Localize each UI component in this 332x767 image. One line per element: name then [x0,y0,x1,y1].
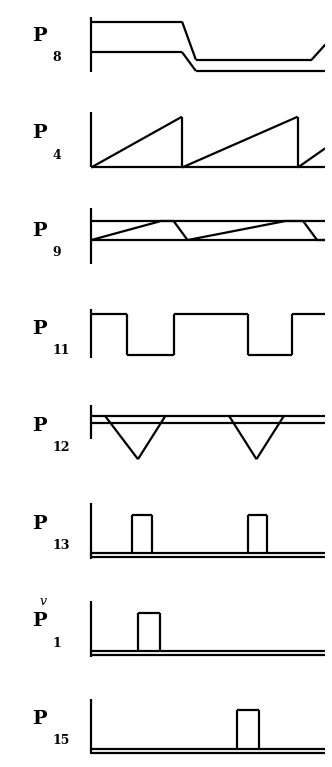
Text: v: v [40,595,47,608]
Text: P: P [33,710,47,728]
Text: P: P [33,124,47,143]
Text: 15: 15 [52,734,70,747]
Text: 13: 13 [52,539,70,552]
Text: P: P [33,417,47,435]
Text: P: P [33,222,47,240]
Text: 12: 12 [52,442,70,454]
Text: P: P [33,27,47,44]
Text: 9: 9 [52,246,61,259]
Text: P: P [33,612,47,630]
Text: P: P [33,320,47,337]
Text: 1: 1 [52,637,61,650]
Text: 11: 11 [52,344,70,357]
Text: 4: 4 [52,149,61,162]
Text: 8: 8 [52,51,61,64]
Text: P: P [33,515,47,533]
